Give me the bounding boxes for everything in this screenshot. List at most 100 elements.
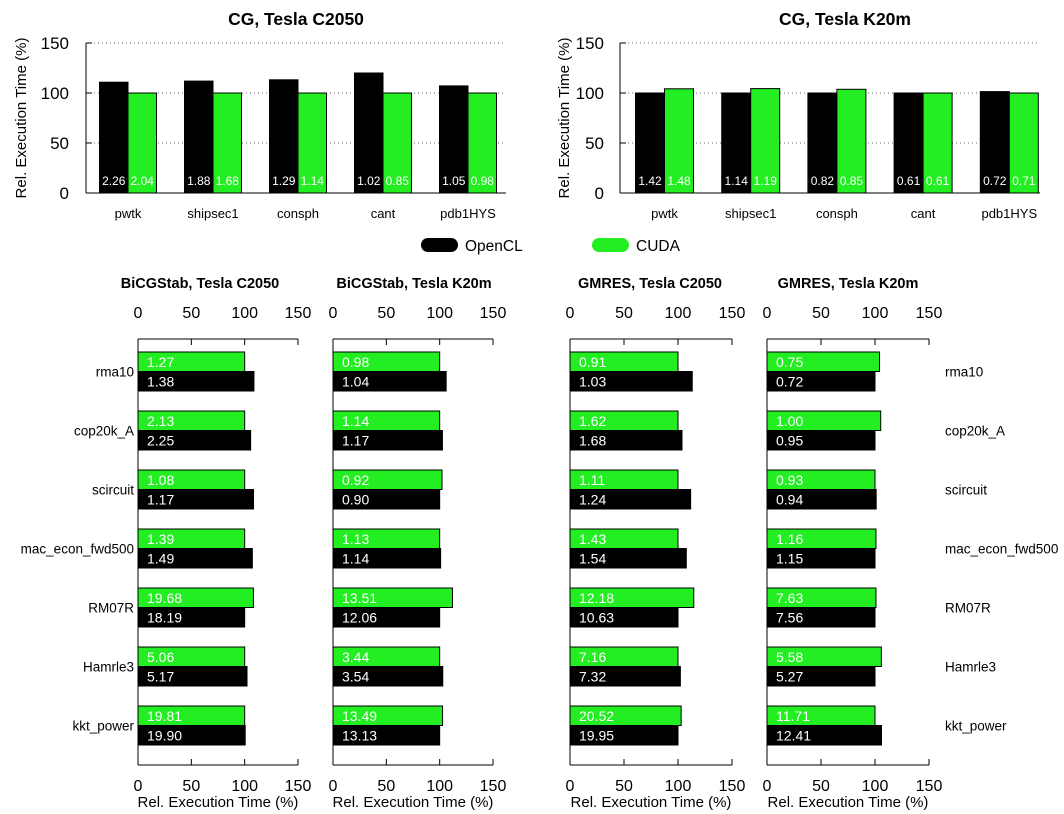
bar-opencl-pdb1hys bbox=[439, 85, 469, 194]
x-tick-label-bottom: 150 bbox=[719, 778, 746, 795]
y-tick-label: 0 bbox=[595, 184, 604, 203]
bar-opencl-pdb1hys bbox=[979, 91, 1010, 194]
bar-value-label: 7.32 bbox=[579, 668, 606, 684]
y-category-label: rma10 bbox=[96, 365, 134, 380]
legend-swatch-cuda bbox=[592, 238, 629, 252]
bar-value-label: 1.54 bbox=[579, 550, 606, 566]
y-category-label: rma10 bbox=[945, 365, 983, 380]
bar-value-label: 1.19 bbox=[754, 174, 778, 188]
y-axis-label: Rel. Execution Time (%) bbox=[556, 38, 573, 199]
bar-value-label: 5.17 bbox=[147, 668, 174, 684]
bar-cuda-pdb1hys bbox=[467, 92, 497, 194]
bar-value-label: 0.91 bbox=[579, 354, 606, 370]
bar-value-label: 3.44 bbox=[342, 649, 369, 665]
bar-value-label: 1.68 bbox=[216, 174, 240, 188]
x-tick-label-top: 150 bbox=[916, 305, 943, 322]
bar-value-label: 12.41 bbox=[776, 727, 811, 743]
x-tick-label-top: 0 bbox=[566, 305, 575, 322]
x-axis-label: Rel. Execution Time (%) bbox=[138, 794, 299, 811]
y-tick-label: 50 bbox=[585, 134, 604, 153]
x-tick-label-bottom: 100 bbox=[426, 778, 453, 795]
bar-value-label: 0.72 bbox=[776, 373, 803, 389]
x-category-label: pdb1HYS bbox=[981, 206, 1037, 221]
chart-bicgstab-tesla-c2050: BiCGStab, Tesla C2050 1.27 1.38 rma10 2.13 2.… bbox=[21, 276, 312, 811]
bar-value-label: 0.92 bbox=[342, 472, 369, 488]
bar-value-label: 1.13 bbox=[342, 531, 369, 547]
x-category-label: shipsec1 bbox=[187, 206, 238, 221]
x-tick-label-bottom: 50 bbox=[182, 778, 200, 795]
x-tick-label-bottom: 50 bbox=[377, 778, 395, 795]
x-tick-label-bottom: 50 bbox=[615, 778, 633, 795]
bar-cuda-consph bbox=[836, 88, 867, 194]
bar-cuda-cant bbox=[922, 92, 953, 194]
bar-value-label: 1.03 bbox=[579, 373, 606, 389]
legend: OpenCL CUDA bbox=[421, 238, 681, 255]
x-tick-label-bottom: 0 bbox=[566, 778, 575, 795]
x-category-label: cant bbox=[371, 206, 396, 221]
x-category-label: cant bbox=[911, 206, 936, 221]
bar-value-label: 13.51 bbox=[342, 590, 377, 606]
x-axis-label: Rel. Execution Time (%) bbox=[571, 794, 732, 811]
x-tick-label-bottom: 50 bbox=[812, 778, 830, 795]
legend-label-cuda: CUDA bbox=[636, 238, 681, 255]
bar-value-label: 1.68 bbox=[579, 432, 606, 448]
bar-cuda-shipsec1 bbox=[212, 92, 242, 194]
bar-value-label: 0.98 bbox=[471, 174, 495, 188]
bar-opencl-shipsec1 bbox=[721, 92, 752, 194]
bar-value-label: 1.17 bbox=[147, 491, 174, 507]
y-category-label: scircuit bbox=[945, 483, 987, 498]
bar-value-label: 0.94 bbox=[776, 491, 803, 507]
bar-value-label: 19.95 bbox=[579, 727, 614, 743]
x-tick-label-top: 0 bbox=[763, 305, 772, 322]
chart-title: BiCGStab, Tesla K20m bbox=[336, 276, 491, 292]
bar-value-label: 1.62 bbox=[579, 413, 606, 429]
bar-value-label: 1.14 bbox=[342, 413, 369, 429]
legend-swatch-opencl bbox=[421, 238, 458, 252]
bar-value-label: 0.71 bbox=[1012, 174, 1036, 188]
x-axis-label: Rel. Execution Time (%) bbox=[333, 794, 494, 811]
bar-opencl-shipsec1 bbox=[184, 80, 214, 194]
bar-value-label: 1.48 bbox=[667, 174, 691, 188]
bar-value-label: 0.61 bbox=[926, 174, 950, 188]
bar-value-label: 2.13 bbox=[147, 413, 174, 429]
bar-value-label: 19.81 bbox=[147, 708, 182, 724]
bar-value-label: 1.08 bbox=[147, 472, 174, 488]
bar-value-label: 1.16 bbox=[776, 531, 803, 547]
x-tick-label-top: 0 bbox=[329, 305, 338, 322]
y-category-label: Hamrle3 bbox=[945, 660, 996, 675]
x-tick-label-top: 50 bbox=[615, 305, 633, 322]
x-axis-label: Rel. Execution Time (%) bbox=[768, 794, 929, 811]
x-tick-label-top: 100 bbox=[426, 305, 453, 322]
bar-value-label: 7.63 bbox=[776, 590, 803, 606]
x-tick-label-top: 150 bbox=[480, 305, 507, 322]
y-tick-label: 0 bbox=[60, 184, 69, 203]
bar-value-label: 1.11 bbox=[579, 472, 605, 488]
y-category-label: kkt_power bbox=[945, 719, 1007, 734]
bar-value-label: 10.63 bbox=[579, 609, 614, 625]
y-tick-label: 150 bbox=[41, 34, 69, 53]
x-tick-label-bottom: 150 bbox=[916, 778, 943, 795]
x-tick-label-top: 50 bbox=[812, 305, 830, 322]
y-tick-label: 100 bbox=[41, 84, 69, 103]
y-category-label: cop20k_A bbox=[945, 424, 1005, 439]
bar-value-label: 7.16 bbox=[579, 649, 606, 665]
y-category-label: RM07R bbox=[88, 601, 134, 616]
bar-value-label: 0.85 bbox=[840, 174, 864, 188]
bar-value-label: 1.88 bbox=[187, 174, 211, 188]
bar-value-label: 0.98 bbox=[342, 354, 369, 370]
bar-value-label: 1.14 bbox=[301, 174, 325, 188]
bar-value-label: 0.72 bbox=[983, 174, 1007, 188]
bar-value-label: 1.02 bbox=[357, 174, 381, 188]
bar-cuda-pwtk bbox=[664, 88, 694, 194]
bar-value-label: 0.61 bbox=[897, 174, 921, 188]
chart-gmres-tesla-c2050: GMRES, Tesla C2050 0.91 1.03 1.62 1.68 1.11 1.… bbox=[566, 276, 746, 811]
bar-cuda-shipsec1 bbox=[750, 88, 781, 194]
bar-value-label: 12.06 bbox=[342, 609, 377, 625]
x-category-label: consph bbox=[277, 206, 319, 221]
bar-value-label: 18.19 bbox=[147, 609, 182, 625]
bar-opencl-consph bbox=[807, 92, 838, 194]
x-category-label: consph bbox=[816, 206, 858, 221]
x-tick-label-top: 0 bbox=[134, 305, 143, 322]
